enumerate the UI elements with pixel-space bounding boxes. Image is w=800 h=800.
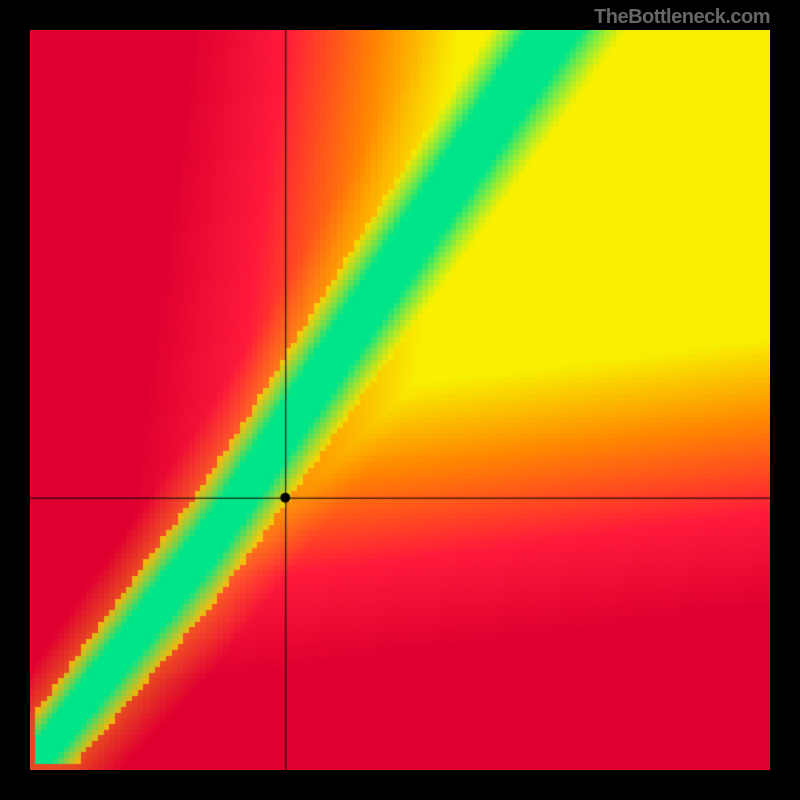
bottleneck-heatmap	[30, 30, 770, 770]
watermark-text: TheBottleneck.com	[594, 6, 770, 29]
chart-container: TheBottleneck.com	[0, 0, 800, 800]
